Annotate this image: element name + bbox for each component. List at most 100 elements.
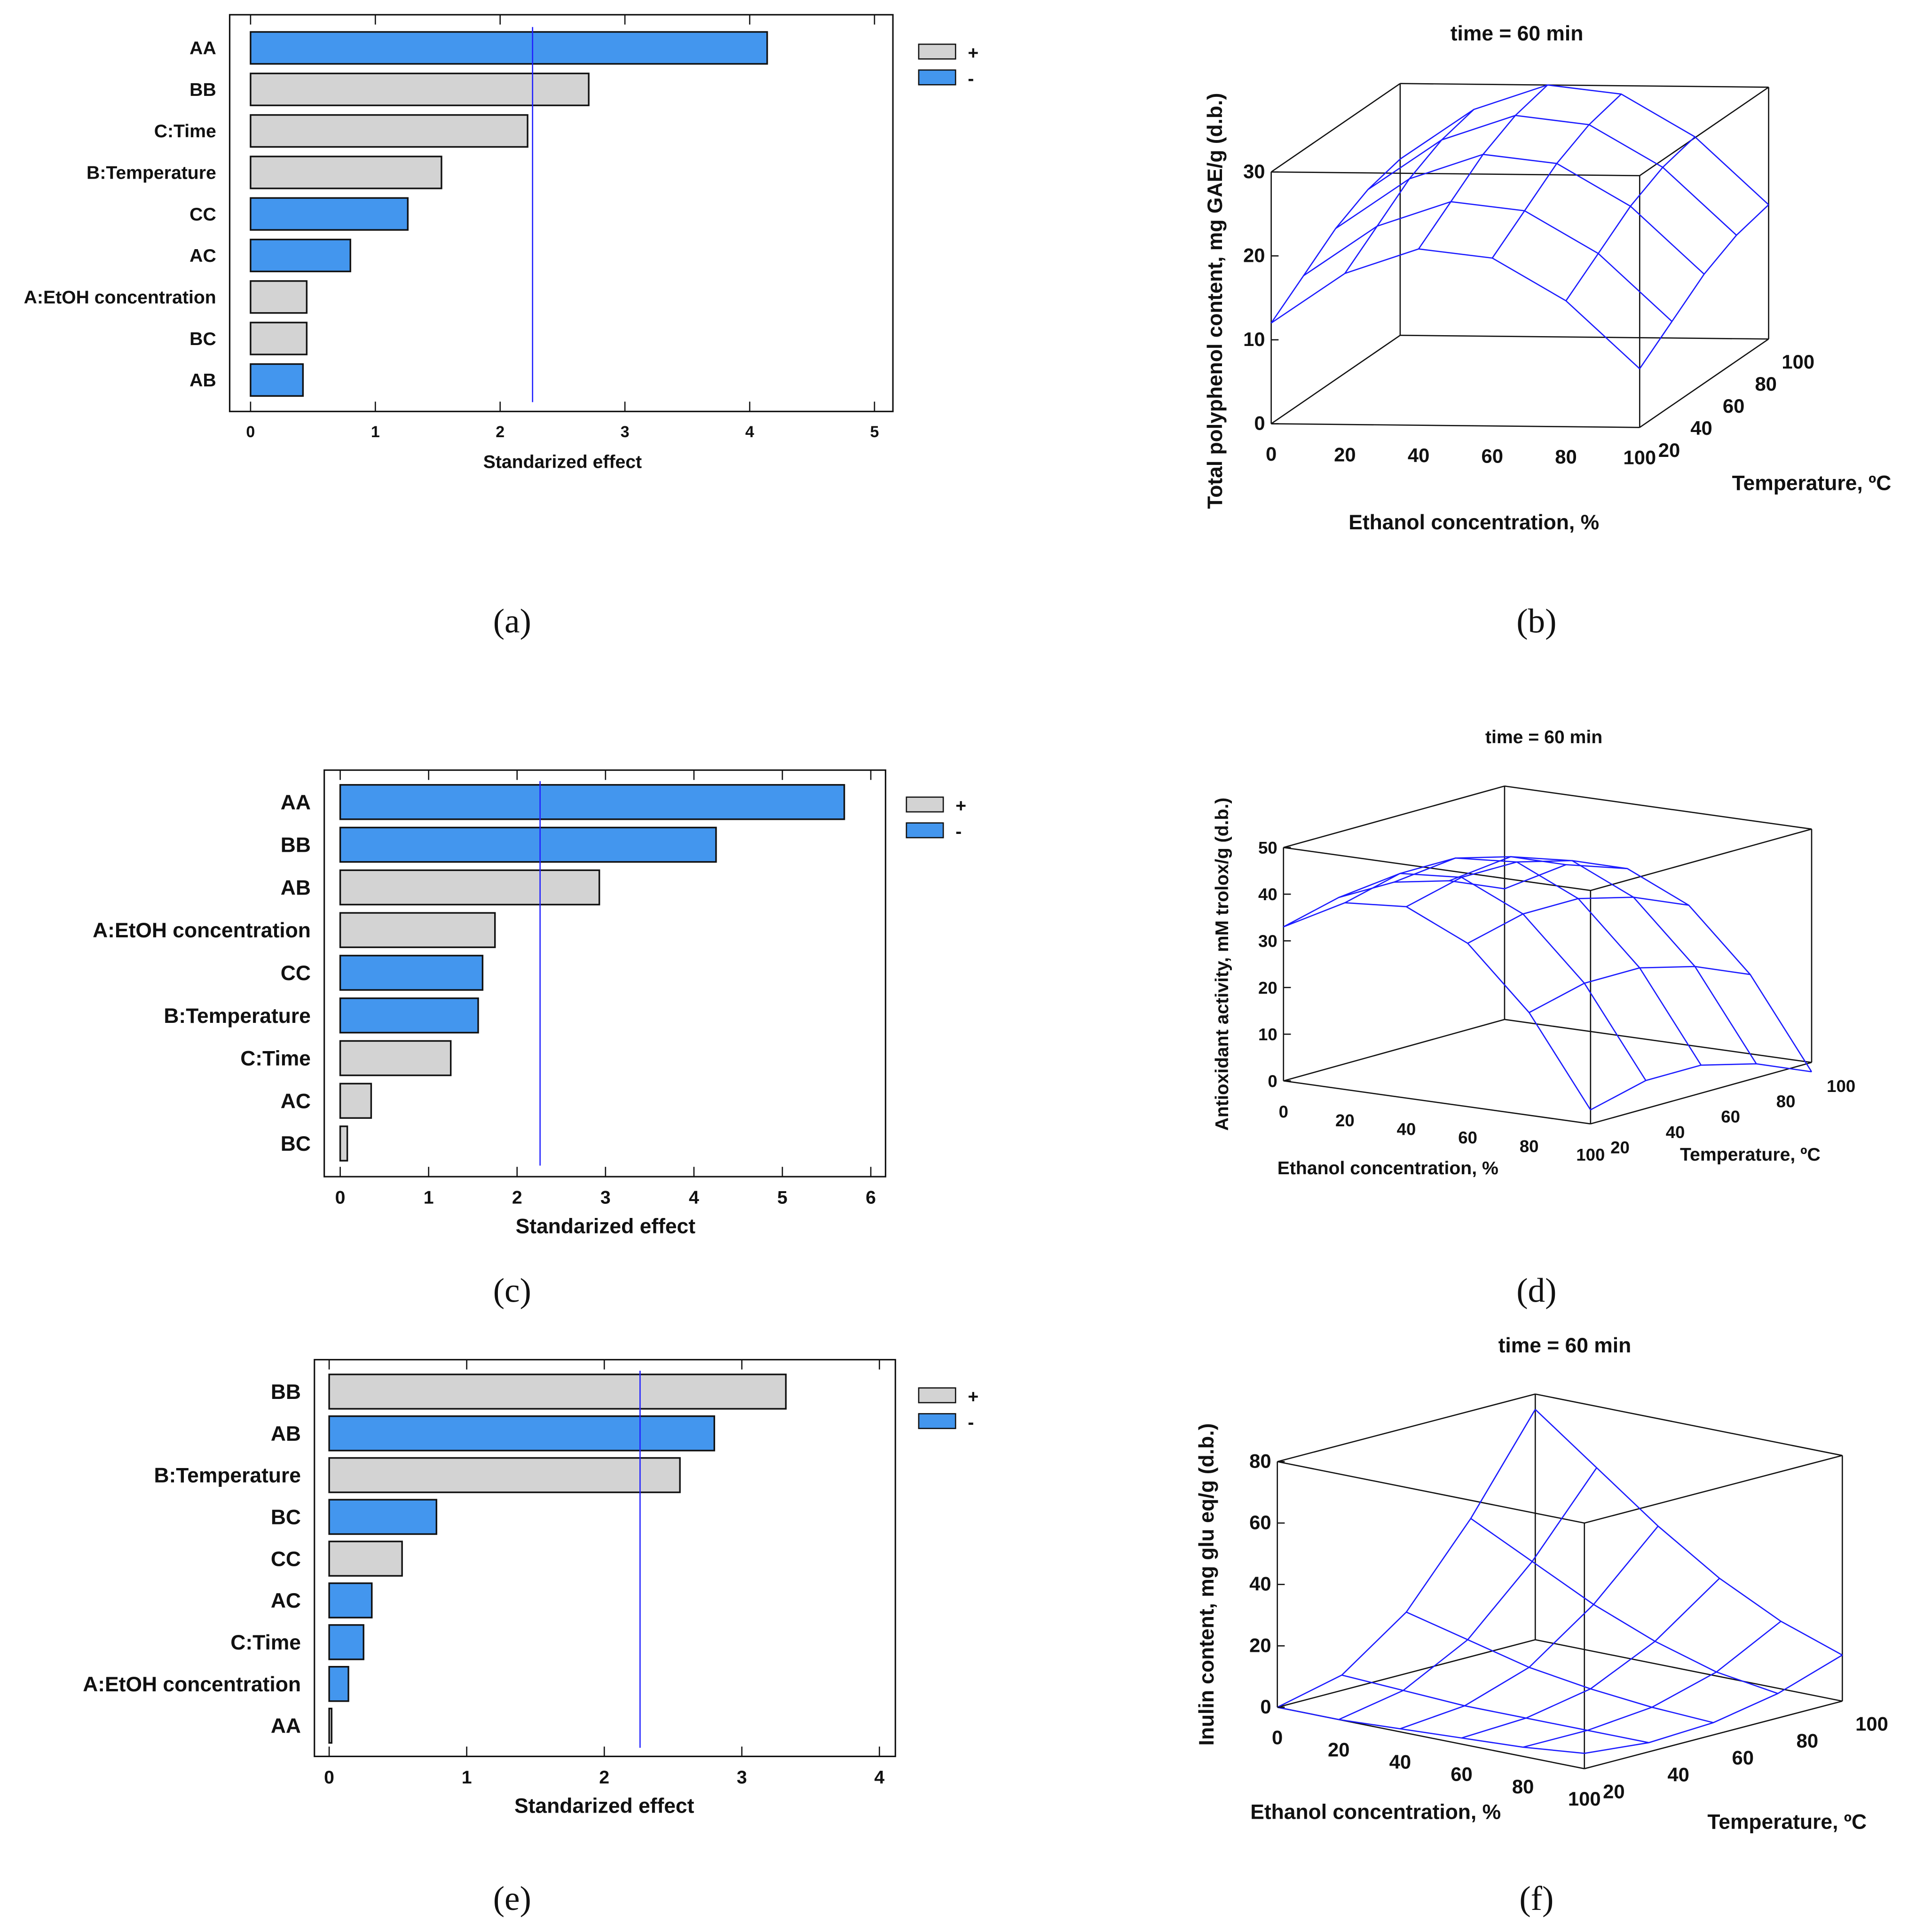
box-edge-bottom bbox=[1271, 423, 1640, 428]
legend-swatch-negative bbox=[918, 69, 956, 86]
surface-mesh-line bbox=[1400, 1525, 1659, 1729]
caption-e: (e) bbox=[493, 1879, 531, 1917]
z-tick-label: 10 bbox=[1258, 1025, 1277, 1044]
bar-b-temperature bbox=[328, 1457, 681, 1493]
x-tick-label: 60 bbox=[1458, 1128, 1477, 1147]
x-tick-label: 3 bbox=[600, 1188, 611, 1208]
y-tick-label: 60 bbox=[1732, 1746, 1753, 1768]
x-tick-label: 60 bbox=[1482, 445, 1503, 467]
category-label: AC bbox=[281, 1090, 311, 1113]
legend-swatch-negative bbox=[918, 1413, 956, 1429]
y-tick-label: 40 bbox=[1690, 417, 1712, 439]
z-tick-label: 40 bbox=[1258, 885, 1277, 904]
bar-a-etoh-concentration bbox=[250, 280, 308, 314]
surface-mesh-line bbox=[1283, 880, 1505, 927]
surface-mesh-line bbox=[1467, 896, 1689, 944]
z-axis-label: Total polyphenol content, mg GAE/g (d.b.… bbox=[1204, 93, 1227, 509]
category-label: B:Temperature bbox=[164, 1005, 311, 1028]
bar-cc bbox=[250, 197, 409, 231]
category-label: B:Temperature bbox=[154, 1464, 301, 1487]
surface-mesh-line bbox=[1270, 248, 1640, 369]
surface-mesh-line bbox=[1344, 856, 1566, 903]
box-edge-bottom bbox=[1590, 1061, 1812, 1125]
z-tick-label: 0 bbox=[1254, 412, 1265, 434]
surface-mesh-line bbox=[1338, 872, 1647, 1081]
category-label: CC bbox=[281, 962, 311, 985]
bar-bb bbox=[328, 1374, 787, 1410]
box-edge-top bbox=[1277, 1461, 1585, 1524]
box-edge-bottom bbox=[1584, 1700, 1843, 1769]
chart-c: 0 1 2 3 4 5 6 AA BB AB A:EtOH concentration CC B:Tem… bbox=[93, 769, 966, 1238]
chart-title: time = 60 min bbox=[1451, 22, 1584, 45]
y-tick-label: 40 bbox=[1667, 1763, 1689, 1785]
box-edge-top bbox=[1535, 1393, 1843, 1456]
surface-mesh-line bbox=[1535, 1409, 1843, 1656]
legend-label: - bbox=[968, 1413, 974, 1433]
x-tick-label: 3 bbox=[737, 1767, 747, 1788]
surface-mesh-line bbox=[1367, 115, 1737, 236]
x-tick-label: 20 bbox=[1334, 443, 1356, 465]
category-label: BC bbox=[271, 1506, 301, 1529]
box-edge-bottom bbox=[1283, 1080, 1591, 1125]
y-tick-label: 60 bbox=[1723, 395, 1744, 417]
x-tick-label: 4 bbox=[874, 1767, 884, 1788]
category-label: A:EtOH concentration bbox=[24, 288, 216, 308]
category-label: C:Time bbox=[154, 121, 216, 141]
legend-swatch-negative bbox=[906, 822, 944, 839]
chart-d: 0 20 40 60 80 100 20 40 60 80 100 0 10 20 30 40 50 time =… bbox=[1212, 727, 1855, 1178]
surface-mesh-line bbox=[1470, 1518, 1778, 1694]
surface-mesh-line bbox=[1344, 109, 1474, 274]
bar-ac bbox=[250, 238, 351, 273]
bar-aa bbox=[328, 1707, 332, 1744]
caption-b: (b) bbox=[1516, 602, 1556, 640]
x-tick-label: 20 bbox=[1335, 1111, 1355, 1130]
category-label: B:Temperature bbox=[87, 163, 216, 183]
bar-ab bbox=[339, 869, 600, 906]
z-tick-label: 30 bbox=[1258, 932, 1277, 951]
box-edge-bottom bbox=[1535, 1639, 1843, 1702]
category-label: BC bbox=[189, 329, 216, 349]
z-tick-label: 30 bbox=[1243, 160, 1265, 182]
box-edge-top bbox=[1504, 785, 1812, 830]
x-tick-label: 0 bbox=[1272, 1726, 1283, 1748]
box-edge-bottom bbox=[1283, 1019, 1505, 1082]
category-label: BB bbox=[271, 1381, 301, 1404]
x-tick-label: 6 bbox=[866, 1188, 876, 1208]
x-tick-label: 3 bbox=[621, 423, 630, 441]
caption-f: (f) bbox=[1519, 1879, 1553, 1917]
z-tick-label: 0 bbox=[1268, 1071, 1277, 1091]
chart-e: 0 1 2 3 4 BB AB B:Temperature BC CC AC C:Time A:EtOH… bbox=[83, 1359, 978, 1818]
x-tick-label: 0 bbox=[335, 1188, 346, 1208]
category-label: AC bbox=[271, 1589, 301, 1612]
legend-label: - bbox=[968, 69, 974, 89]
y-tick-label: 40 bbox=[1666, 1123, 1685, 1142]
surface-mesh-line bbox=[1639, 204, 1769, 369]
bar-cc bbox=[328, 1540, 403, 1577]
z-tick-label: 20 bbox=[1249, 1634, 1271, 1656]
y-tick-label: 20 bbox=[1610, 1138, 1630, 1157]
bar-ab bbox=[328, 1415, 715, 1452]
surface-mesh-line bbox=[1338, 1467, 1597, 1720]
z-tick-label: 0 bbox=[1260, 1696, 1271, 1718]
x-tick-label: 2 bbox=[512, 1188, 522, 1208]
chart-title: time = 60 min bbox=[1498, 1334, 1632, 1357]
y-tick-label: 20 bbox=[1603, 1780, 1624, 1802]
box-edge-bottom bbox=[1400, 335, 1769, 340]
x-tick-label: 0 bbox=[1279, 1102, 1288, 1122]
caption-d: (d) bbox=[1516, 1272, 1556, 1310]
chart-title: time = 60 min bbox=[1485, 727, 1602, 747]
surface-mesh-line bbox=[1303, 201, 1672, 322]
x-axis-label: Standarized effect bbox=[483, 452, 642, 472]
y-tick-label: 100 bbox=[1855, 1713, 1888, 1735]
x-tick-label: 80 bbox=[1555, 446, 1577, 468]
x-tick-label: 20 bbox=[1328, 1738, 1349, 1760]
bar-a-etoh-concentration bbox=[328, 1666, 349, 1702]
z-axis-label: Antioxidant activity, mM trolox/g (d.b.) bbox=[1212, 798, 1232, 1131]
bar-aa bbox=[250, 31, 768, 65]
y-tick-label: 80 bbox=[1755, 373, 1776, 395]
surface-mesh-line bbox=[1394, 857, 1702, 1066]
box-edge-top bbox=[1270, 83, 1401, 173]
bar-c-time bbox=[328, 1624, 364, 1660]
